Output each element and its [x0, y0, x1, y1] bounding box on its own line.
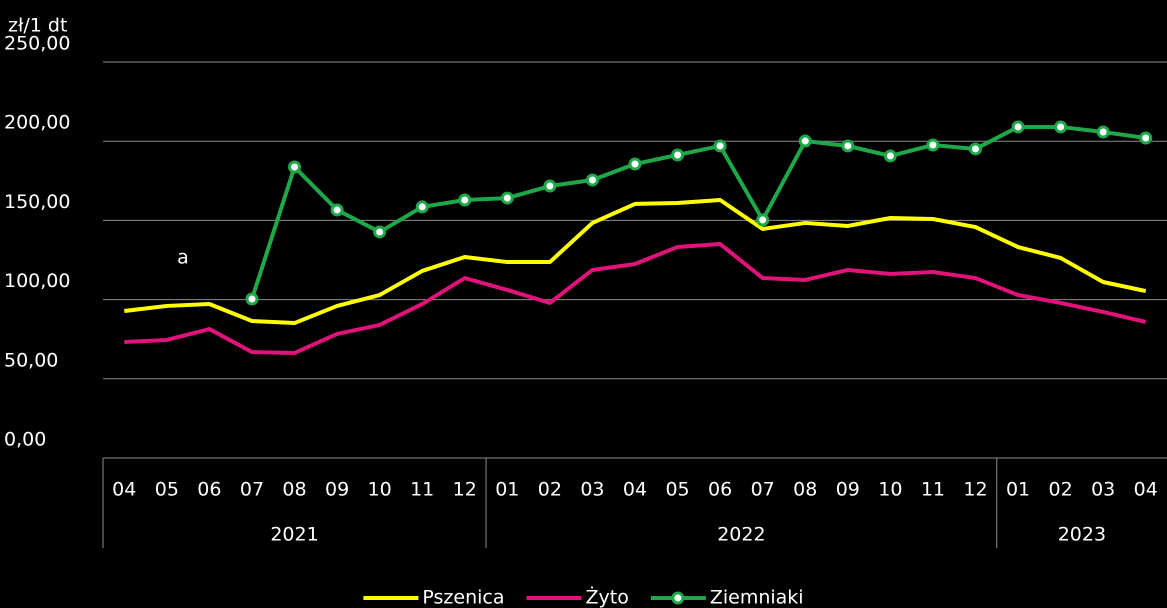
- x-tick-label: 02: [538, 479, 562, 501]
- x-tick-label: 03: [580, 479, 604, 501]
- y-tick-label: 200,00: [4, 112, 70, 134]
- point-marker: [458, 193, 472, 207]
- point-marker: [543, 179, 557, 193]
- legend: Pszenica Żyto Ziemniaki: [363, 586, 804, 608]
- point-marker: [500, 191, 514, 205]
- point-marker: [713, 139, 727, 153]
- point-marker: [798, 134, 812, 148]
- point-marker: [373, 225, 387, 239]
- legend-marker: [671, 591, 685, 605]
- x-tick-label: 04: [1134, 479, 1158, 501]
- y-tick-label: 100,00: [4, 270, 70, 292]
- point-marker: [926, 138, 940, 152]
- y-tick-label: 250,00: [4, 33, 70, 55]
- x-tick-label: 07: [751, 479, 775, 501]
- x-tick-label: 11: [921, 479, 945, 501]
- legend-label: Ziemniaki: [710, 587, 804, 608]
- x-tick-label: 10: [368, 479, 392, 501]
- x-tick-label: 11: [410, 479, 434, 501]
- y-tick-label: 0,00: [4, 429, 46, 451]
- point-marker: [628, 157, 642, 171]
- legend-label: Pszenica: [422, 587, 504, 608]
- point-marker: [968, 142, 982, 156]
- point-marker: [330, 203, 344, 217]
- x-tick-label: 05: [665, 479, 689, 501]
- point-marker: [585, 173, 599, 187]
- point-marker: [288, 160, 302, 174]
- point-marker: [883, 149, 897, 163]
- point-marker: [1011, 120, 1025, 134]
- x-tick-label: 05: [155, 479, 179, 501]
- point-marker: [1096, 125, 1110, 139]
- x-tick-label: 04: [112, 479, 136, 501]
- x-tick-label: 10: [878, 479, 902, 501]
- group-label: 2022: [717, 524, 765, 546]
- series-line: [124, 197, 1147, 326]
- point-marker: [245, 292, 259, 306]
- y-axis-label: zł/1 dt: [8, 15, 67, 37]
- y-tick-label: 50,00: [4, 349, 58, 371]
- x-tick-label: 02: [1049, 479, 1073, 501]
- point-marker: [756, 213, 770, 227]
- point-marker: [1139, 131, 1153, 145]
- point-marker: [841, 139, 855, 153]
- x-tick-label: 12: [453, 479, 477, 501]
- series-line: [250, 124, 1147, 300]
- series-line: [124, 242, 1147, 355]
- point-marker: [671, 148, 685, 162]
- x-tick-label: 08: [793, 479, 817, 501]
- x-tick-label: 01: [495, 479, 519, 501]
- x-tick-label: 01: [1006, 479, 1030, 501]
- x-tick-label: 09: [836, 479, 860, 501]
- annotation: a: [177, 247, 189, 269]
- legend-label: Żyto: [586, 586, 629, 608]
- x-tick-label: 08: [282, 479, 306, 501]
- point-marker: [1054, 120, 1068, 134]
- x-tick-label: 12: [963, 479, 987, 501]
- x-tick-label: 09: [325, 479, 349, 501]
- x-tick-label: 06: [708, 479, 732, 501]
- y-tick-label: 150,00: [4, 191, 70, 213]
- x-tick-label: 06: [197, 479, 221, 501]
- x-tick-label: 07: [240, 479, 264, 501]
- group-label: 2021: [270, 524, 318, 546]
- point-marker: [415, 200, 429, 214]
- x-tick-label: 03: [1091, 479, 1115, 501]
- group-label: 2023: [1058, 524, 1106, 546]
- x-tick-label: 04: [623, 479, 647, 501]
